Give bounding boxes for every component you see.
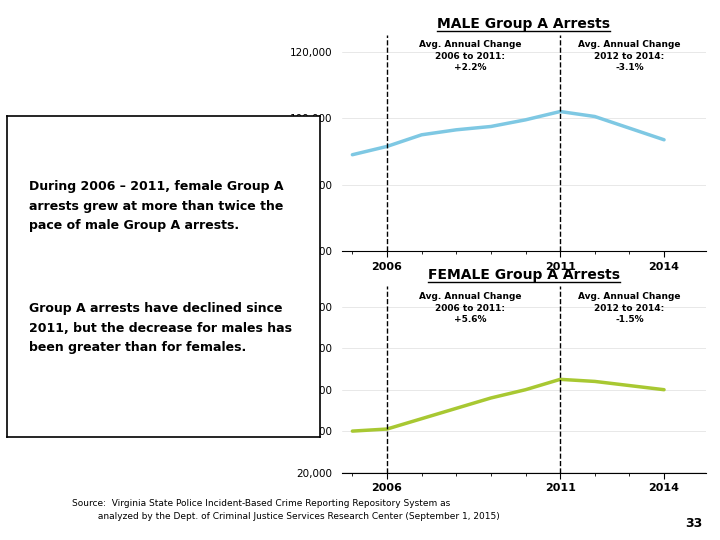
Text: Avg. Annual Change
2006 to 2011:
+2.2%: Avg. Annual Change 2006 to 2011: +2.2% xyxy=(419,40,521,72)
Text: Source:  Virginia State Police Incident-Based Crime Reporting Repository System : Source: Virginia State Police Incident-B… xyxy=(72,500,500,521)
Text: Avg. Annual Change
2012 to 2014:
-1.5%: Avg. Annual Change 2012 to 2014: -1.5% xyxy=(578,293,680,325)
Text: 33: 33 xyxy=(685,517,702,530)
Text: During 2006 – 2011, female Group A
arrests grew at more than twice the
pace of m: During 2006 – 2011, female Group A arres… xyxy=(29,180,284,232)
Text: Avg. Annual Change
2012 to 2014:
-3.1%: Avg. Annual Change 2012 to 2014: -3.1% xyxy=(578,40,680,72)
Title: FEMALE Group A Arrests: FEMALE Group A Arrests xyxy=(428,268,620,282)
Title: MALE Group A Arrests: MALE Group A Arrests xyxy=(437,17,611,31)
Text: Avg. Annual Change
2006 to 2011:
+5.6%: Avg. Annual Change 2006 to 2011: +5.6% xyxy=(419,293,521,325)
Text: Group A arrests have declined since
2011, but the decrease for males has
been gr: Group A arrests have declined since 2011… xyxy=(29,302,292,354)
